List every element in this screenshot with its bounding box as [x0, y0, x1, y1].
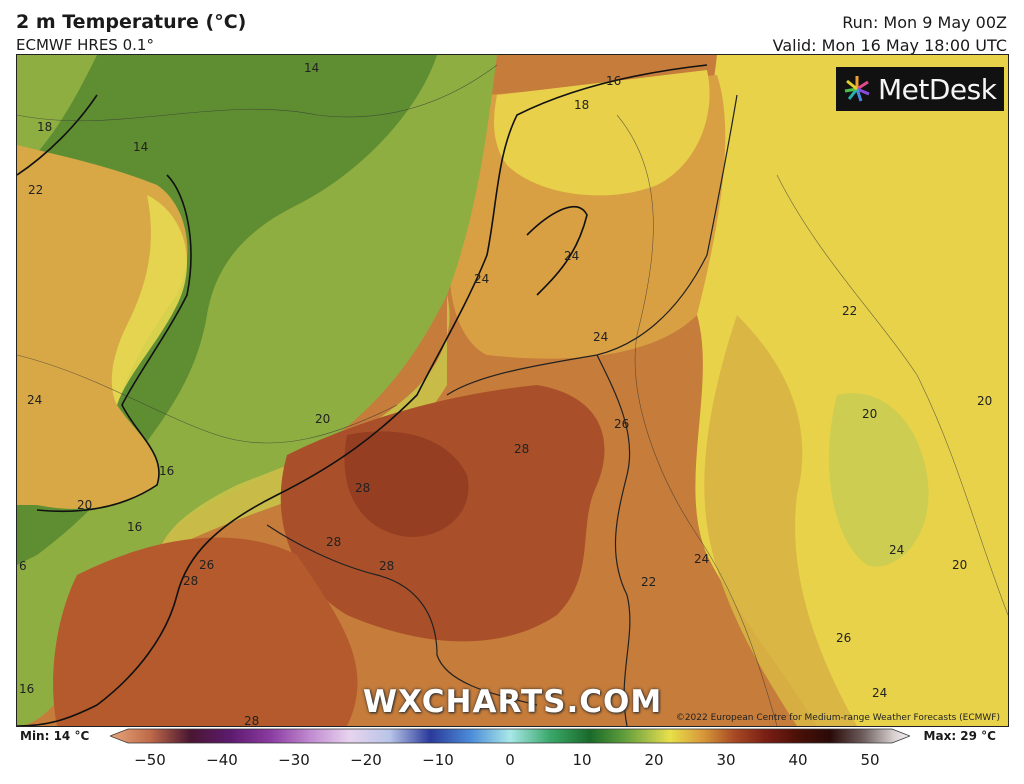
contour-label: 20	[315, 412, 330, 426]
contour-label: 14	[133, 140, 148, 154]
hot-core-inner	[344, 431, 469, 537]
contour-label: 22	[842, 304, 857, 318]
colorbar-tick-label: −30	[278, 751, 310, 769]
contour-label: 22	[28, 183, 43, 197]
contour-label: 18	[37, 120, 52, 134]
contour-label: 22	[641, 575, 656, 589]
contour-label: 24	[872, 686, 887, 700]
contour-label: 28	[244, 714, 259, 726]
contour-label: 26	[836, 631, 851, 645]
contour-label: 16	[159, 464, 174, 478]
colorbar-ramp	[108, 728, 912, 744]
contour-label: 24	[694, 552, 709, 566]
contour-label: 16	[606, 74, 621, 88]
metdesk-logo: MetDesk	[836, 67, 1004, 111]
colorbar-tick-label: −40	[206, 751, 238, 769]
country-borders	[266, 94, 738, 726]
contour-label: 16	[127, 520, 142, 534]
metdesk-flower-icon	[844, 76, 870, 102]
model-label: ECMWF HRES 0.1°	[16, 36, 154, 54]
logo-text: MetDesk	[878, 72, 997, 106]
colorbar-tick-label: −10	[422, 751, 454, 769]
england-zone	[17, 145, 188, 509]
contour-label: 28	[514, 442, 529, 456]
coastal-yellow	[157, 295, 450, 555]
max-label: Max: 29 °C	[923, 729, 996, 743]
watermark: WXCHARTS.COM	[362, 684, 663, 720]
coastlines	[17, 64, 708, 726]
england-coast-yellow	[111, 195, 187, 405]
valid-label: Valid: Mon 16 May 18:00 UTC	[772, 36, 1007, 55]
contour-label: 24	[564, 249, 579, 263]
min-label: Min: 14 °C	[20, 729, 90, 743]
contour-label: 26	[614, 417, 629, 431]
contour-label: 14	[304, 61, 319, 75]
chart-title: 2 m Temperature (°C)	[16, 11, 247, 33]
south-hot-zone	[53, 537, 358, 726]
run-label: Run: Mon 9 May 00Z	[842, 13, 1007, 32]
contour-label: 24	[889, 543, 904, 557]
contour-label: 24	[474, 272, 489, 286]
colorbar-ticks: −50 −40 −30 −20 −10 0 10 20 30 40 50	[134, 751, 879, 769]
contour-label: 28	[355, 481, 370, 495]
contour-label: 24	[593, 330, 608, 344]
temperature-map[interactable]: 14 18 14 16 18 22 24 24 24 22 24 20 20 20 26 28 16 20 16 28…	[16, 54, 1009, 727]
contour-label: 24	[27, 393, 42, 407]
contour-label: 18	[574, 98, 589, 112]
contour-label: 16	[19, 682, 34, 696]
copyright-notice: ©2022 European Centre for Medium-range W…	[675, 713, 1000, 723]
colorbar-tick-label: −50	[134, 751, 166, 769]
contour-label: 20	[77, 498, 92, 512]
contour-label: 20	[977, 394, 992, 408]
colorbar: −50 −40 −30 −20 −10 0 10 20 30 40 50	[108, 728, 912, 769]
colorbar-tick-label: 20	[644, 751, 663, 769]
isotherms	[17, 64, 1008, 726]
contour-label: 20	[952, 558, 967, 572]
contour-label: 28	[379, 559, 394, 573]
colorbar-tick-label: −20	[350, 751, 382, 769]
colorbar-tick-label: 30	[716, 751, 735, 769]
contour-label: 6	[19, 559, 27, 573]
east-yellow-band	[704, 315, 857, 726]
colorbar-tick-label: 40	[788, 751, 807, 769]
contour-label: 20	[862, 407, 877, 421]
east-cool-patch	[828, 393, 929, 567]
colorbar-tick-label: 10	[572, 751, 591, 769]
contour-label: 26	[199, 558, 214, 572]
contour-label: 28	[326, 535, 341, 549]
contour-label: 28	[183, 574, 198, 588]
color-legend: −50 −40 −30 −20 −10 0 10 20 30 40 50	[108, 727, 912, 777]
colorbar-tick-label: 50	[860, 751, 879, 769]
colorbar-tick-label: 0	[505, 751, 515, 769]
